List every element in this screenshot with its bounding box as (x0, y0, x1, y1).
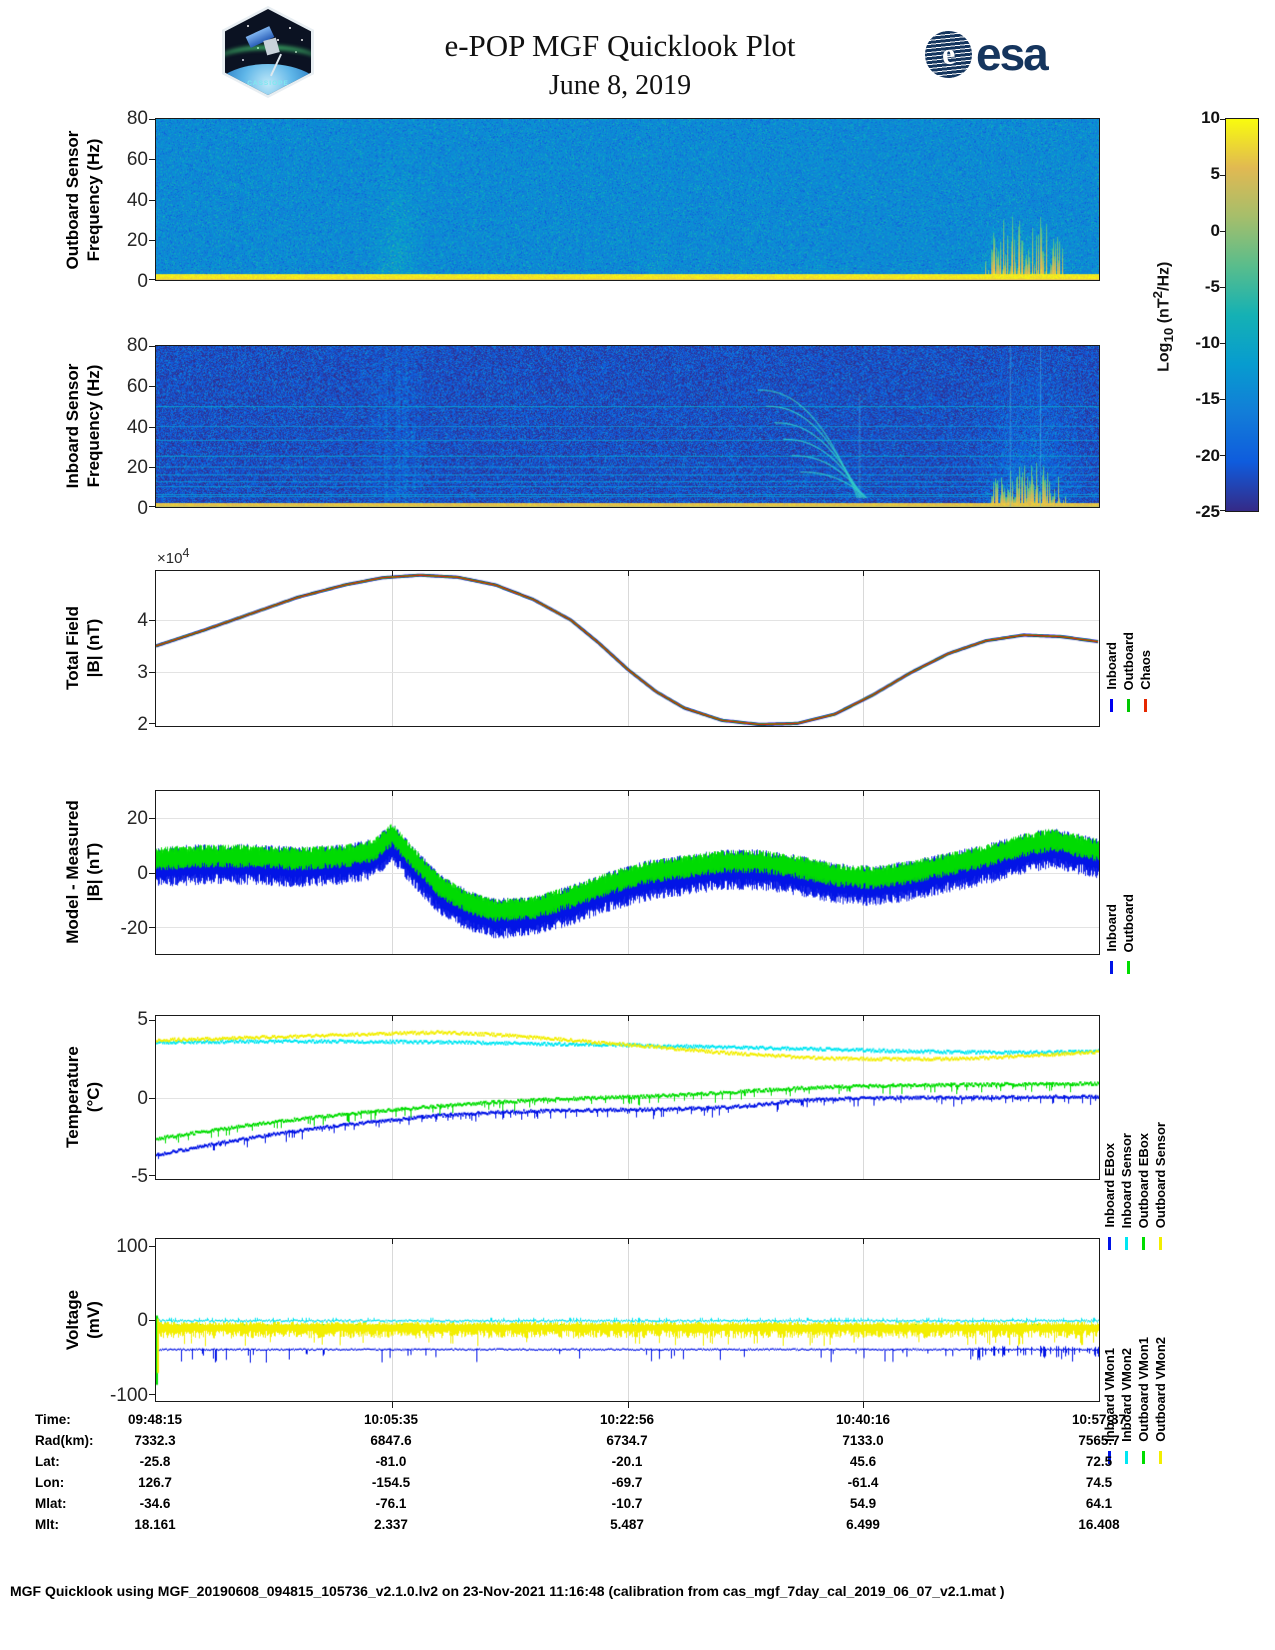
model-measured-canvas (156, 791, 1099, 954)
colorbar-label: Log10 (nT2/Hz) (1150, 261, 1176, 372)
colorbar (1220, 118, 1259, 512)
file-caption: MGF Quicklook using MGF_20190608_094815_… (10, 1583, 1005, 1599)
row-label: Lat: (35, 1454, 60, 1469)
ytick-label: 5 (137, 1009, 148, 1030)
model-measured-panel (149, 790, 1100, 955)
ytick-label: 20 (126, 230, 148, 251)
ylabel-model-measured: Model - Measured |B| (nT) (63, 800, 103, 944)
page-title: e-POP MGF Quicklook Plot (444, 28, 796, 63)
ytick-label: 0 (137, 1310, 148, 1331)
colorbar-tick-label: 0 (1210, 221, 1220, 240)
ytick-label: 0 (137, 1088, 148, 1109)
legend-label: Outboard Sensor (1153, 1121, 1168, 1228)
legend-label: Chaos (1138, 650, 1153, 690)
ytick-label: 40 (126, 417, 148, 438)
legend-label: Inboard VMon1 (1102, 1348, 1117, 1442)
row-label: Mlat: (35, 1496, 67, 1511)
legend-marker (1127, 961, 1130, 974)
row-label: Time: (35, 1412, 71, 1427)
legend-marker (1159, 1237, 1162, 1250)
legend-marker (1159, 1451, 1162, 1464)
legend-marker (1144, 699, 1147, 712)
ytick-label: 60 (126, 149, 148, 170)
total-field-canvas (156, 571, 1099, 726)
colorbar-tick-label: -5 (1204, 277, 1220, 296)
spectrogram-outboard-canvas (156, 119, 1099, 280)
legend-marker (1142, 1451, 1145, 1464)
total-field-panel (149, 570, 1100, 727)
legend-label: Inboard Sensor (1119, 1132, 1134, 1228)
ytick-label: 20 (126, 808, 148, 829)
legend-marker (1108, 1451, 1111, 1464)
legend-label: Inboard (1104, 642, 1119, 690)
legend-label: Inboard EBox (1102, 1143, 1117, 1228)
ylabel-inboard-spectrogram: Inboard Sensor Frequency (Hz) (63, 363, 103, 489)
colorbar-tick-label: -25 (1195, 502, 1220, 521)
legend-temperature: Inboard EBox Inboard Sensor Outboard EBo… (1102, 1058, 1168, 1250)
ylabel-total-field: Total Field |B| (nT) (63, 606, 103, 690)
mission-patch-label: CASSIOPE (247, 80, 289, 88)
spectrogram-inboard-canvas (156, 346, 1099, 507)
ytick-label: 3 (137, 662, 148, 683)
legend-marker (1125, 1451, 1128, 1464)
plot-date: June 8, 2019 (548, 70, 692, 101)
colorbar-tick-label: -10 (1195, 333, 1220, 352)
esa-logo: e esa (922, 27, 1049, 80)
legend-marker (1142, 1237, 1145, 1250)
ylabel-voltage: Voltage (mV) (63, 1289, 103, 1351)
legend-model-measured: Inboard Outboard (1104, 802, 1136, 974)
header: e-POP MGF Quicklook Plot June 8, 2019 (0, 28, 1240, 102)
colorbar-tick-label: -15 (1195, 389, 1220, 408)
row-label: Lon: (35, 1475, 65, 1490)
exponent-label: ×104 (157, 546, 190, 567)
row-label: Rad(km): (35, 1433, 94, 1448)
esa-wordmark: esa (976, 27, 1049, 80)
legend-label: Outboard EBox (1136, 1132, 1151, 1228)
spectrogram-inboard-panel (149, 345, 1100, 508)
legend-marker (1110, 699, 1113, 712)
legend-marker (1110, 961, 1113, 974)
voltage-panel (149, 1238, 1100, 1408)
legend-total-field: Inboard Outboard Chaos (1104, 582, 1153, 712)
ytick-label: -100 (109, 1385, 148, 1406)
ytick-label: -5 (131, 1166, 148, 1187)
legend-marker (1108, 1237, 1111, 1250)
legend-label: Outboard VMon1 (1136, 1337, 1151, 1442)
ytick-label: 4 (137, 610, 148, 631)
ytick-label: 60 (126, 376, 148, 397)
legend-label: Outboard VMon2 (1153, 1337, 1168, 1442)
voltage-canvas (156, 1239, 1099, 1401)
ytick-label: 0 (137, 271, 148, 292)
legend-label: Outboard (1121, 893, 1136, 953)
temperature-panel (149, 1015, 1100, 1180)
ytick-label: 20 (126, 457, 148, 478)
stars-icon (237, 19, 239, 21)
legend-marker (1125, 1237, 1128, 1250)
legend-label: Outboard (1121, 631, 1136, 691)
ylabel-outboard-spectrogram: Outboard Sensor Frequency (Hz) (63, 130, 103, 270)
colorbar-tick-label: -20 (1195, 446, 1220, 465)
colorbar-tick-label: 5 (1210, 164, 1220, 183)
ytick-label: 0 (137, 498, 148, 519)
ytick-label: 80 (126, 335, 148, 356)
legend-label: Inboard VMon2 (1119, 1348, 1134, 1442)
spectrogram-outboard-panel (149, 118, 1100, 281)
colorbar-tick-label: 10 (1201, 108, 1220, 127)
ytick-label: 80 (126, 108, 148, 129)
ytick-label: 2 (137, 714, 148, 735)
legend-label: Inboard (1104, 904, 1119, 952)
row-label: Mlt: (35, 1517, 59, 1532)
ytick-label: -20 (120, 918, 148, 939)
esa-globe-icon: e (922, 28, 975, 80)
ytick-label: 0 (137, 863, 148, 884)
legend-marker (1127, 699, 1130, 712)
temperature-canvas (156, 1016, 1099, 1179)
ytick-label: 40 (126, 190, 148, 211)
ytick-label: 100 (116, 1236, 148, 1257)
ylabel-temperature: Temperature (°C) (63, 1046, 103, 1148)
legend-voltage: Inboard VMon1 Inboard VMon2 Outboard VMo… (1102, 1272, 1168, 1464)
